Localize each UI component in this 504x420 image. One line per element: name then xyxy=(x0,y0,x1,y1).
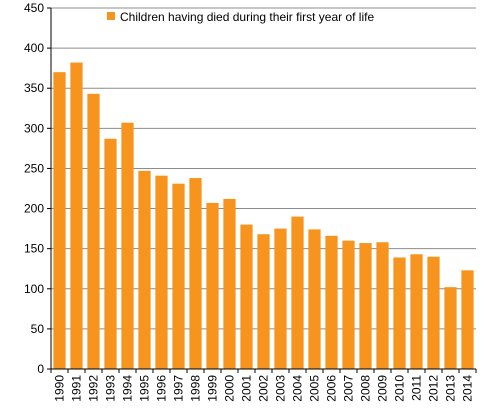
bar-1992 xyxy=(87,93,100,370)
x-tick-label: 2006 xyxy=(325,375,339,402)
x-tick-label: 1996 xyxy=(155,375,169,402)
legend: Children having died during their first … xyxy=(107,10,374,24)
bar-2011 xyxy=(410,254,423,369)
bar-2003 xyxy=(274,228,287,369)
y-tick-label: 0 xyxy=(37,362,44,376)
x-tick-label: 1999 xyxy=(206,375,220,402)
bar-1999 xyxy=(206,202,219,369)
bar-2010 xyxy=(393,257,406,369)
x-tick-label: 1990 xyxy=(53,375,67,402)
y-tick-label: 100 xyxy=(24,282,44,296)
y-tick-label: 350 xyxy=(24,81,44,95)
x-tick-label: 2007 xyxy=(342,375,356,402)
bar-2009 xyxy=(376,242,389,369)
legend-swatch xyxy=(107,12,115,20)
bar-2000 xyxy=(223,198,236,369)
legend-label: Children having died during their first … xyxy=(120,10,374,24)
bar-2001 xyxy=(240,224,253,369)
x-tick-label: 1998 xyxy=(189,375,203,402)
x-tick-label: 2003 xyxy=(274,375,288,402)
bar-1994 xyxy=(121,122,134,370)
x-tick-label: 2004 xyxy=(291,375,305,402)
x-tick-label: 2014 xyxy=(461,375,475,402)
bar-1995 xyxy=(138,170,151,369)
x-tick-label: 2010 xyxy=(393,375,407,402)
y-tick-label: 200 xyxy=(24,202,44,216)
y-tick-label: 300 xyxy=(24,121,44,135)
bar-1996 xyxy=(155,175,168,369)
y-tick-label: 400 xyxy=(24,41,44,55)
x-tick-label: 1993 xyxy=(104,375,118,402)
x-tick-label: 2008 xyxy=(359,375,373,402)
bar-1997 xyxy=(172,183,185,369)
y-tick-label: 250 xyxy=(24,161,44,175)
x-tick-label: 1994 xyxy=(121,375,135,402)
bar-2007 xyxy=(342,240,355,369)
bar-2004 xyxy=(291,216,304,369)
bar-1990 xyxy=(53,72,66,369)
y-tick-label: 50 xyxy=(31,322,45,336)
x-tick-label: 2000 xyxy=(223,375,237,402)
x-tick-label: 1992 xyxy=(87,375,101,402)
x-tick-label: 2005 xyxy=(308,375,322,402)
x-tick-label: 2012 xyxy=(427,375,441,402)
bar-2014 xyxy=(461,270,474,369)
bar-1993 xyxy=(104,138,117,369)
bar-2012 xyxy=(427,256,440,369)
bar-2006 xyxy=(325,235,338,369)
x-tick-label: 1997 xyxy=(172,375,186,402)
bars xyxy=(53,62,474,370)
x-tick-label: 2001 xyxy=(240,375,254,402)
x-tick-label: 2002 xyxy=(257,375,271,402)
y-tick-label: 450 xyxy=(24,1,44,15)
bar-2005 xyxy=(308,229,321,369)
bar-1998 xyxy=(189,178,202,369)
y-tick-label: 150 xyxy=(24,242,44,256)
x-tick-label: 1995 xyxy=(138,375,152,402)
x-tick-label: 1991 xyxy=(70,375,84,402)
x-tick-label: 2013 xyxy=(444,375,458,402)
bar-2008 xyxy=(359,243,372,369)
bar-2002 xyxy=(257,234,270,369)
x-tick-label: 2009 xyxy=(376,375,390,402)
x-tick-label: 2011 xyxy=(410,375,424,401)
bar-2013 xyxy=(444,287,457,369)
bar-1991 xyxy=(70,62,83,369)
